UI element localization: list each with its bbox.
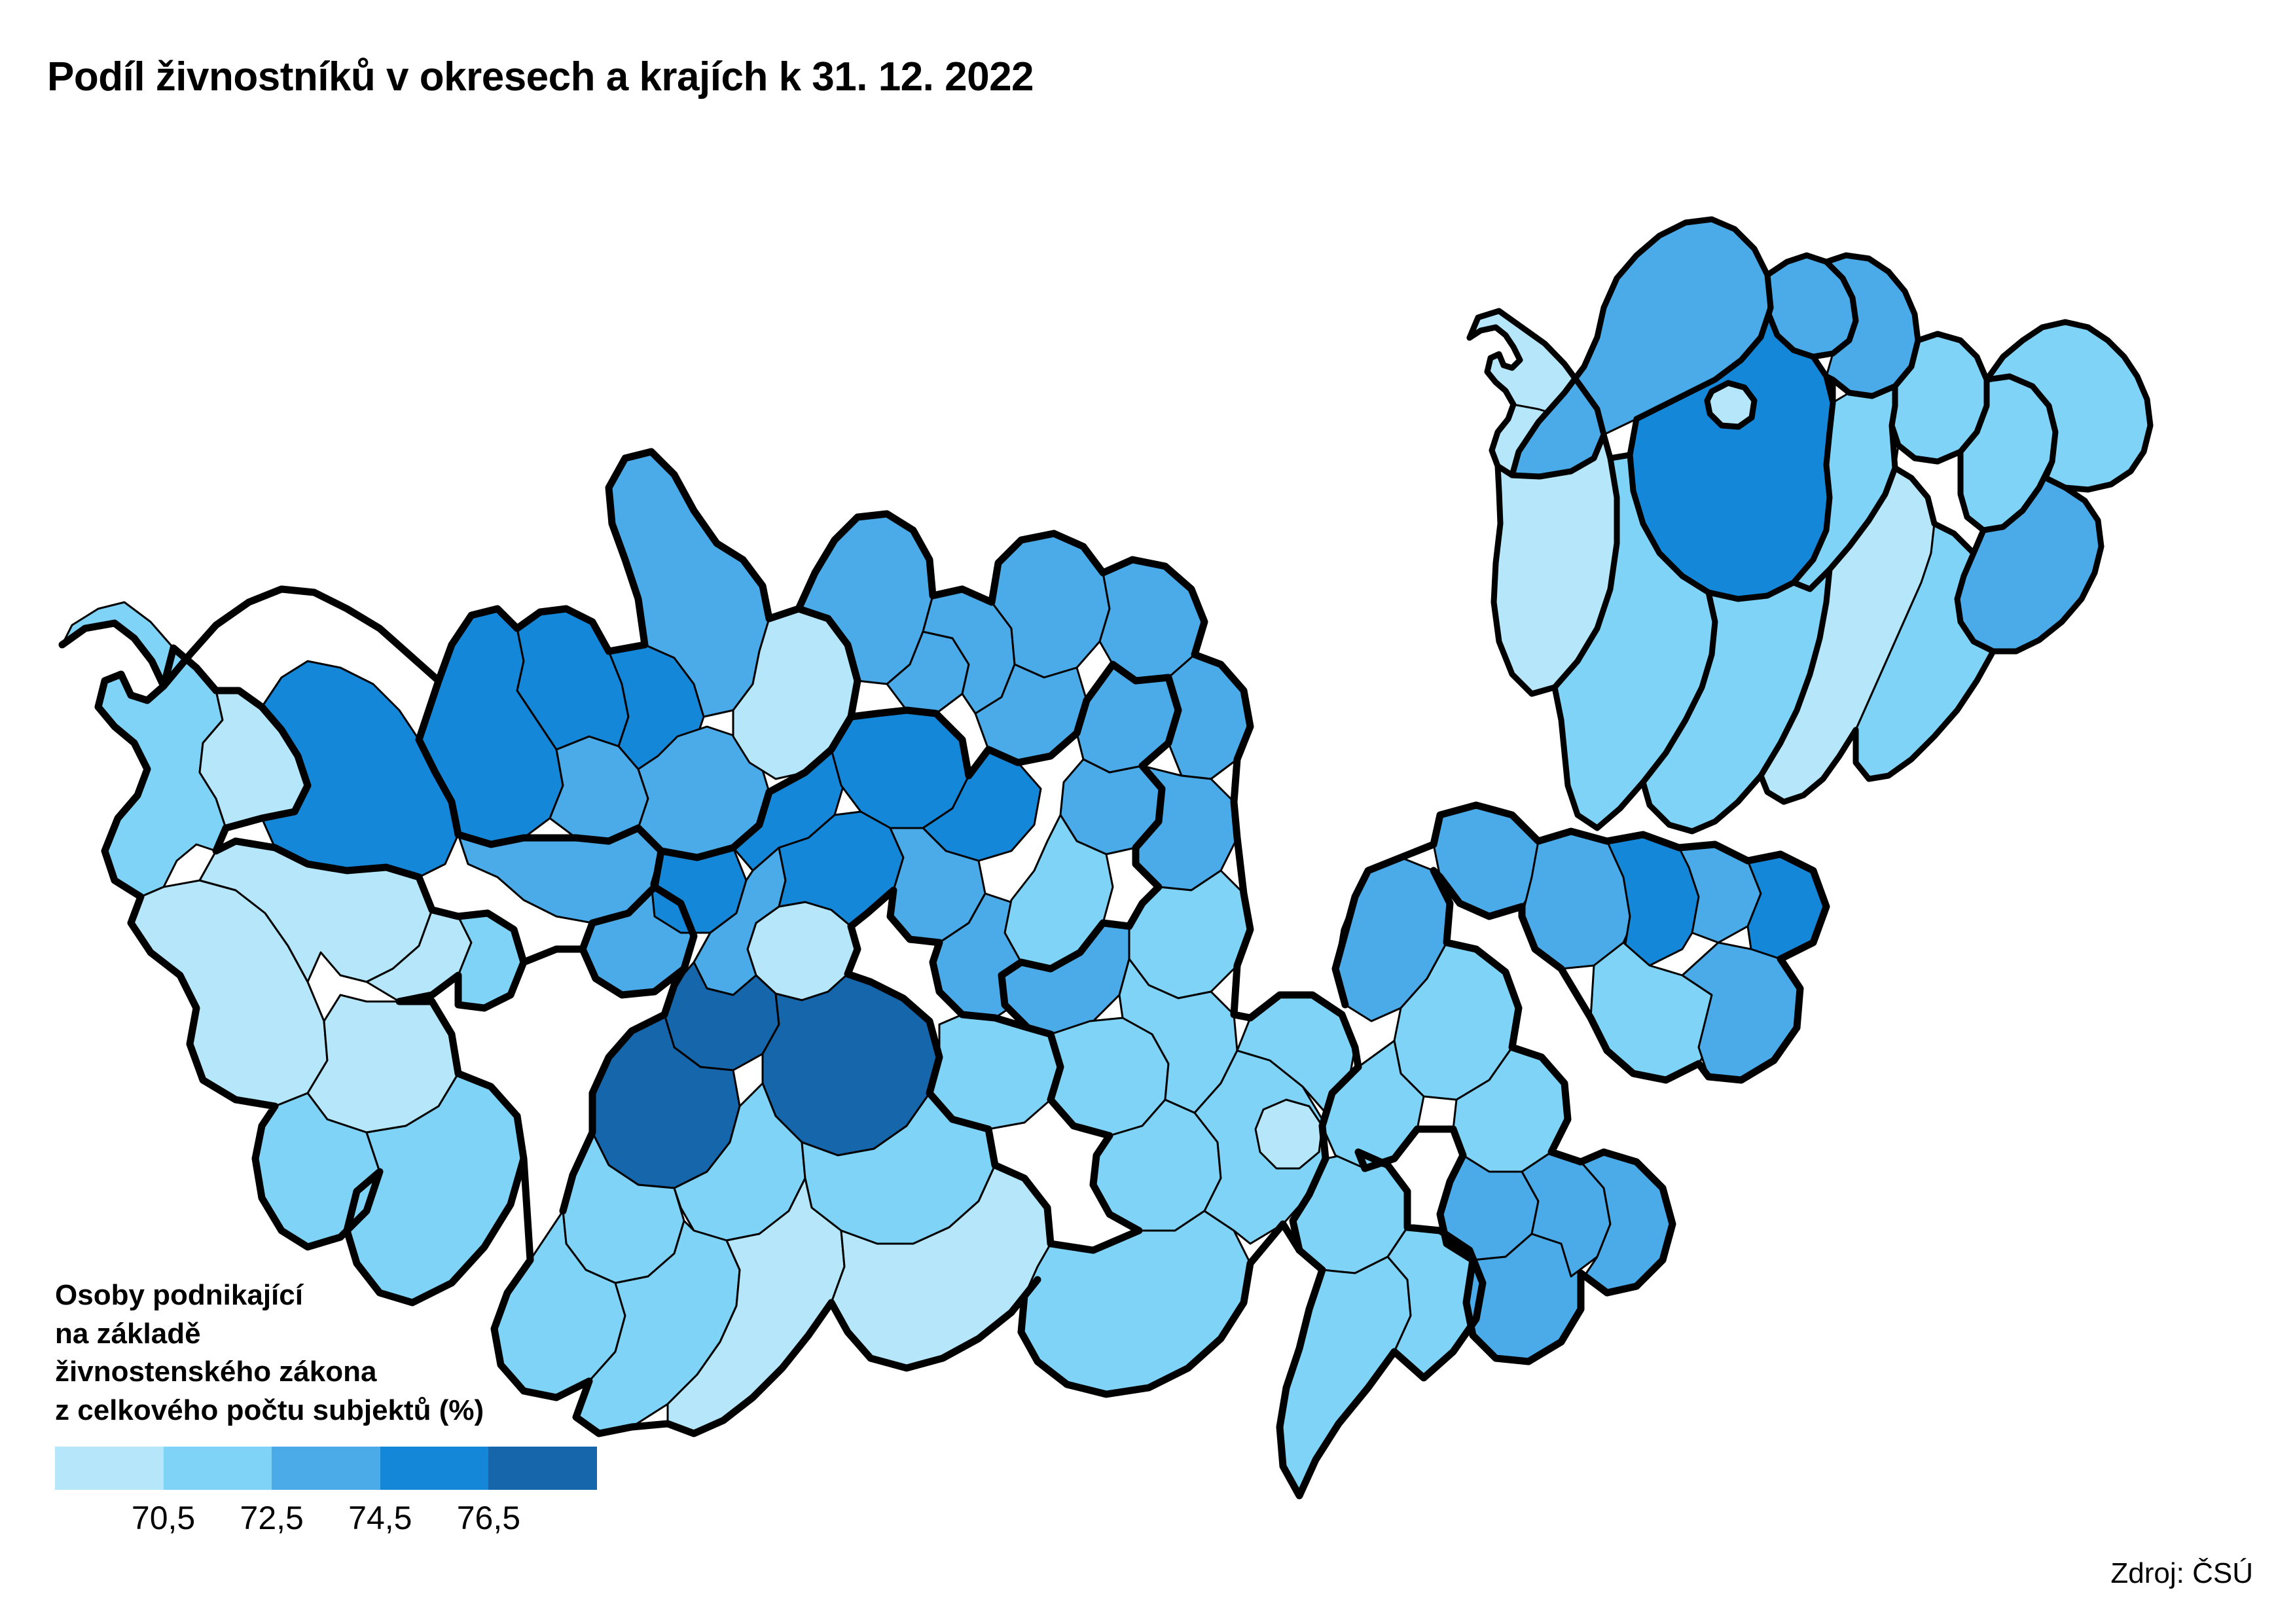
main-map-region-borders (58, 448, 1830, 1500)
legend-tick-1: 72,5 (240, 1500, 304, 1537)
legend-tick-2: 74,5 (348, 1500, 412, 1537)
district-breclav (1278, 1255, 1412, 1497)
inset-map-regions (1468, 218, 2152, 833)
legend: Osoby podnikající na základě živnostensk… (55, 1276, 631, 1545)
legend-caption-line-2: na základě (55, 1317, 201, 1350)
legend-swatch-0 (55, 1447, 164, 1490)
legend-tick-labels: 70,5 72,5 74,5 76,5 (55, 1499, 597, 1545)
legend-caption-line-4: z celkového počtu subjektů (%) (55, 1394, 484, 1426)
legend-tick-0: 70,5 (131, 1500, 196, 1537)
inset-map-region-borders (1466, 216, 2154, 835)
legend-caption: Osoby podnikající na základě živnostensk… (55, 1276, 631, 1430)
source-note: Zdroj: ČSÚ (2110, 1557, 2253, 1589)
legend-swatch-3 (380, 1447, 489, 1490)
legend-caption-line-3: živnostenského zákona (55, 1356, 377, 1388)
page-title: Podíl živnostníků v okresech a krajích k… (47, 54, 1034, 99)
legend-swatch-1 (163, 1447, 272, 1490)
legend-caption-line-1: Osoby podnikající (55, 1279, 303, 1311)
legend-swatch-2 (272, 1447, 380, 1490)
district-znojmo (1020, 1210, 1252, 1396)
legend-tick-3: 76,5 (456, 1500, 521, 1537)
legend-color-bar (55, 1447, 597, 1490)
district-brno-mesto (1254, 1098, 1324, 1170)
legend-swatch-4 (488, 1447, 597, 1490)
main-map-districts (61, 450, 1828, 1497)
district-svitavy (1128, 869, 1252, 1000)
